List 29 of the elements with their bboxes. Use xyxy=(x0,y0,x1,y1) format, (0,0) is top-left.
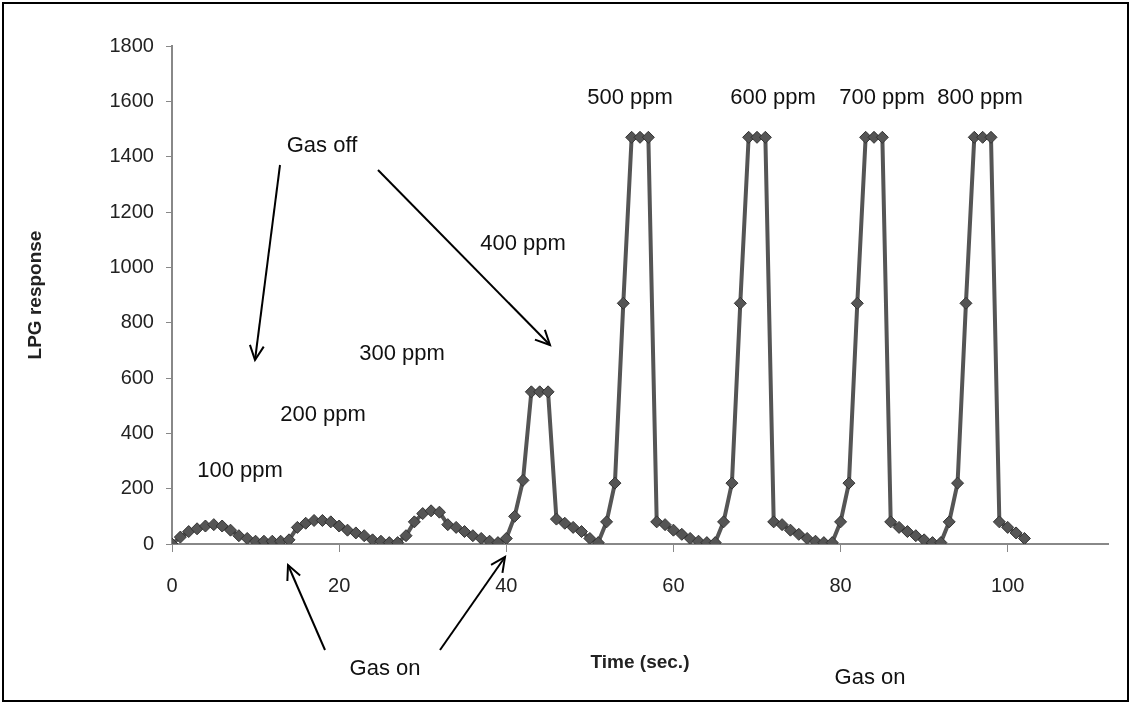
y-axis-title: LPG response xyxy=(23,230,45,360)
y-tick-label: 1800 xyxy=(109,33,154,56)
y-tick-label: 1000 xyxy=(109,254,154,277)
annotation: 500 ppm xyxy=(587,84,673,110)
annotation: 400 ppm xyxy=(480,230,566,256)
text: Gas on xyxy=(349,655,421,681)
x-tick-label: 20 xyxy=(328,573,351,596)
annotation: Gas off xyxy=(286,132,358,158)
y-tick-label: 800 xyxy=(120,310,154,333)
x-tick-label: 40 xyxy=(495,573,518,596)
y-tick-label: 600 xyxy=(120,365,154,388)
y-tick-label: 0 xyxy=(142,531,154,554)
annotation: 200 ppm xyxy=(280,401,366,427)
annotation: 700 ppm xyxy=(839,84,925,110)
y-tick-label: 200 xyxy=(120,476,154,499)
y-tick-label: 1200 xyxy=(109,199,154,222)
annotation: 300 ppm xyxy=(359,340,445,366)
annotation: 800 ppm xyxy=(937,84,1023,110)
y-tick-label: 400 xyxy=(120,420,154,443)
x-axis-title: Time (sec.) xyxy=(590,650,690,672)
x-tick-label: 0 xyxy=(166,573,178,596)
y-tick-label: 1600 xyxy=(109,88,154,111)
text: Gas on xyxy=(834,664,906,690)
annotation: 100 ppm xyxy=(197,457,283,483)
annotation: 600 ppm xyxy=(730,84,816,110)
x-tick-label: 80 xyxy=(829,573,852,596)
y-tick-label: 1400 xyxy=(109,144,154,167)
x-tick-label: 100 xyxy=(991,573,1025,596)
x-tick-label: 60 xyxy=(662,573,685,596)
